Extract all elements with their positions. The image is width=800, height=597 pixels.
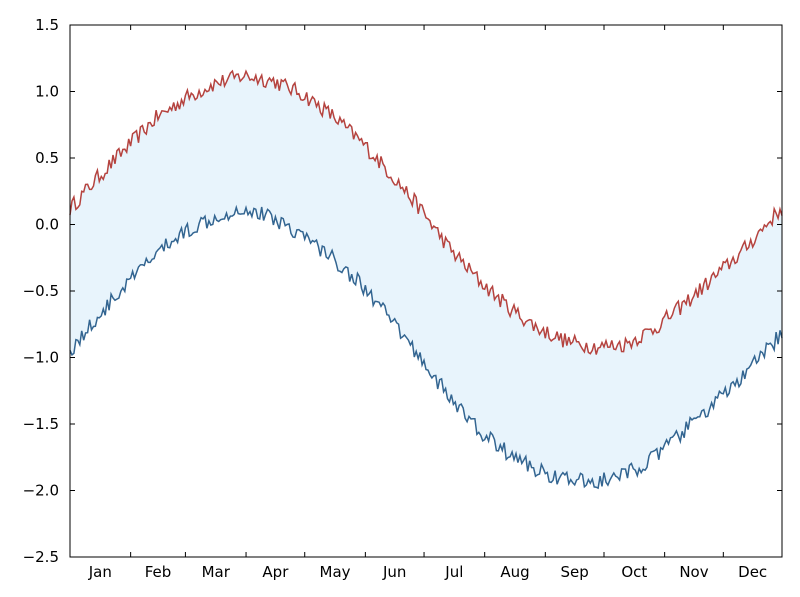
fill-between-band xyxy=(70,71,782,489)
x-tick-label: May xyxy=(320,563,351,581)
series-line-lower xyxy=(69,204,783,490)
y-tick-label: 0.0 xyxy=(35,216,59,234)
x-tick-label: Apr xyxy=(262,563,289,581)
y-tick-label: −1.5 xyxy=(23,415,59,433)
y-tick-label: 1.5 xyxy=(35,16,59,34)
x-tick-label: Sep xyxy=(561,563,589,581)
y-tick-label: −2.0 xyxy=(23,482,59,500)
x-tick-label: Oct xyxy=(621,563,647,581)
y-tick-label: −1.0 xyxy=(23,349,59,367)
y-tick-label: 0.5 xyxy=(35,149,59,167)
x-tick-label: Nov xyxy=(679,563,708,581)
y-tick-label: −0.5 xyxy=(23,282,59,300)
x-tick-label: Dec xyxy=(738,563,767,581)
x-tick-label: Feb xyxy=(145,563,172,581)
series-line-upper xyxy=(69,69,783,355)
x-tick-label: Jul xyxy=(444,563,463,581)
x-tick-label: Aug xyxy=(500,563,529,581)
x-tick-label: Mar xyxy=(202,563,231,581)
x-tick-label: Jan xyxy=(88,563,112,581)
y-tick-label: 1.0 xyxy=(35,83,59,101)
y-tick-label: −2.5 xyxy=(23,548,59,566)
x-tick-label: Jun xyxy=(382,563,406,581)
